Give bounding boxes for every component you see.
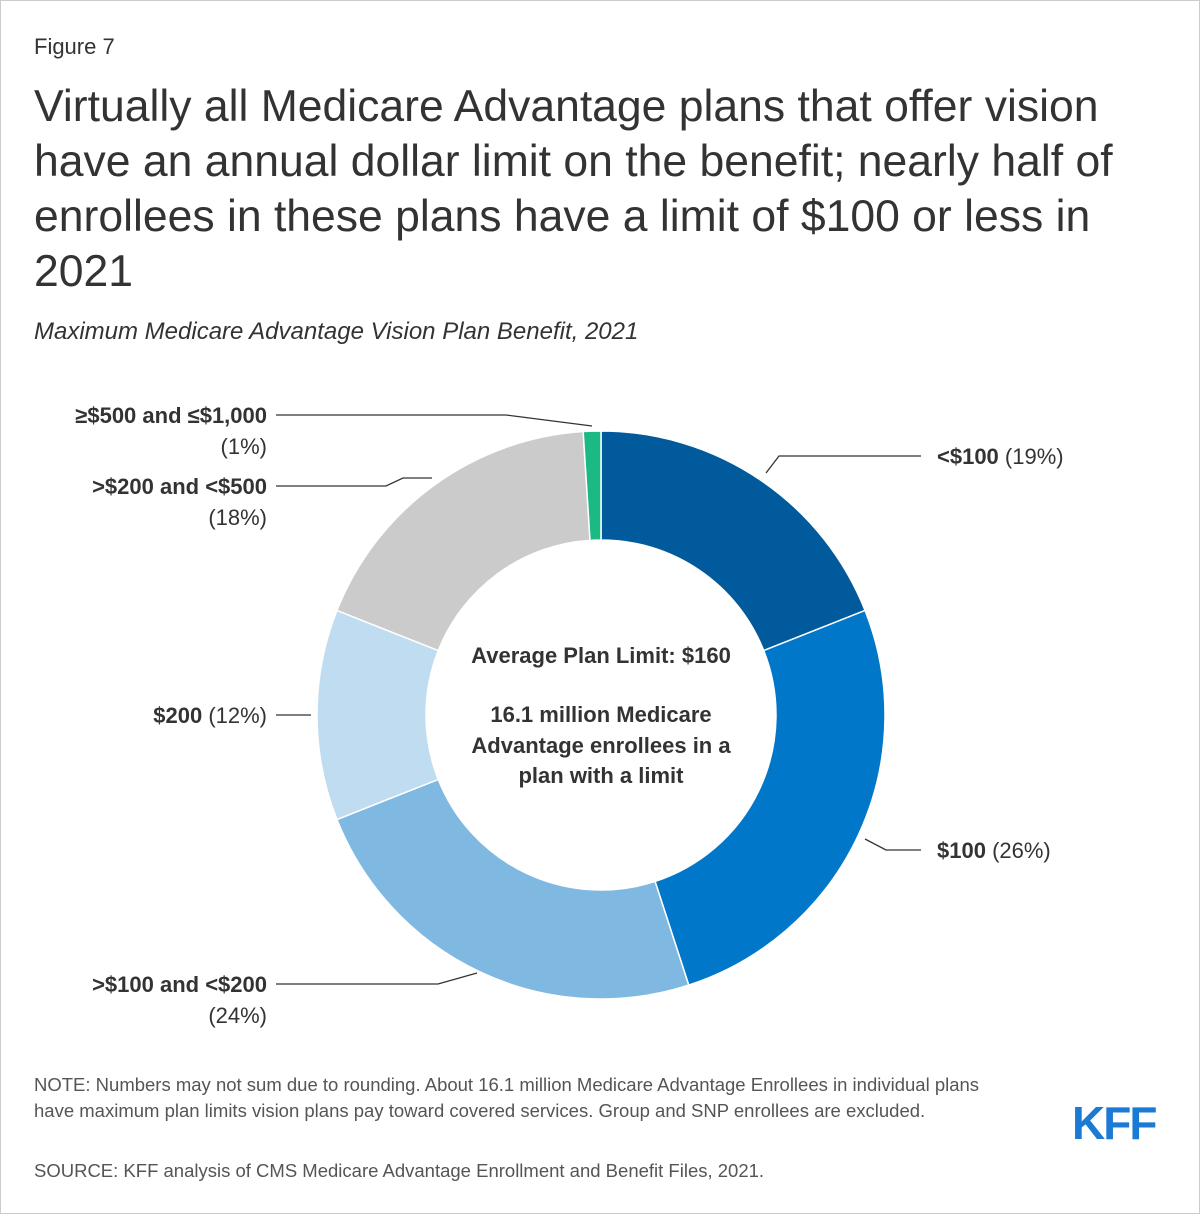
- leader-line-500to1000: [276, 414, 593, 427]
- slice-label-200to500: >$200 and <$500: [92, 474, 267, 499]
- slice-pct-100to200: (24%): [208, 1003, 267, 1028]
- donut-slice-500to1000: [582, 430, 602, 542]
- donut-slice-200to500: [335, 430, 591, 652]
- donut-slice-eq100: [654, 609, 886, 987]
- slice-label-eq200: $200 (12%): [153, 703, 267, 728]
- average-plan-limit: Average Plan Limit: $160: [471, 643, 731, 668]
- slice-label-lt100: <$100 (19%): [937, 444, 1064, 469]
- slice-pct-500to1000: (1%): [221, 434, 267, 459]
- center-note-line1: 16.1 million Medicare: [490, 702, 711, 727]
- slice-label-500to1000: ≥$500 and ≤$1,000: [75, 403, 267, 428]
- slice-labels: <$100 (19%) $100 (26%) >$100 and <$200 (…: [75, 403, 1063, 1028]
- chart-note: NOTE: Numbers may not sum due to roundin…: [34, 1074, 980, 1121]
- donut-slice-100to200: [335, 778, 690, 1000]
- slice-label-eq100: $100 (26%): [937, 838, 1051, 863]
- leader-lines: [276, 414, 921, 985]
- leader-line-200to500: [276, 477, 432, 487]
- chart-source: SOURCE: KFF analysis of CMS Medicare Adv…: [34, 1160, 765, 1181]
- chart-title: Virtually all Medicare Advantage plans t…: [34, 82, 1113, 296]
- donut-slices: [316, 430, 886, 1000]
- donut-slice-lt100: [600, 430, 867, 652]
- chart-subtitle: Maximum Medicare Advantage Vision Plan B…: [34, 318, 639, 345]
- figure-label: Figure 7: [34, 34, 115, 59]
- leader-line-100to200: [276, 972, 478, 985]
- leader-line-eq100: [864, 838, 921, 851]
- donut-chart: <$100 (19%) $100 (26%) >$100 and <$200 (…: [75, 403, 1063, 1028]
- center-note-line3: plan with a limit: [518, 763, 684, 788]
- kff-logo: KFF: [1072, 1097, 1157, 1149]
- slice-label-100to200: >$100 and <$200: [92, 972, 267, 997]
- donut-center-text: Average Plan Limit: $160 16.1 million Me…: [471, 643, 731, 788]
- leader-line-lt100: [765, 455, 921, 474]
- center-note-line2: Advantage enrollees in a: [471, 733, 731, 758]
- slice-pct-200to500: (18%): [208, 505, 267, 530]
